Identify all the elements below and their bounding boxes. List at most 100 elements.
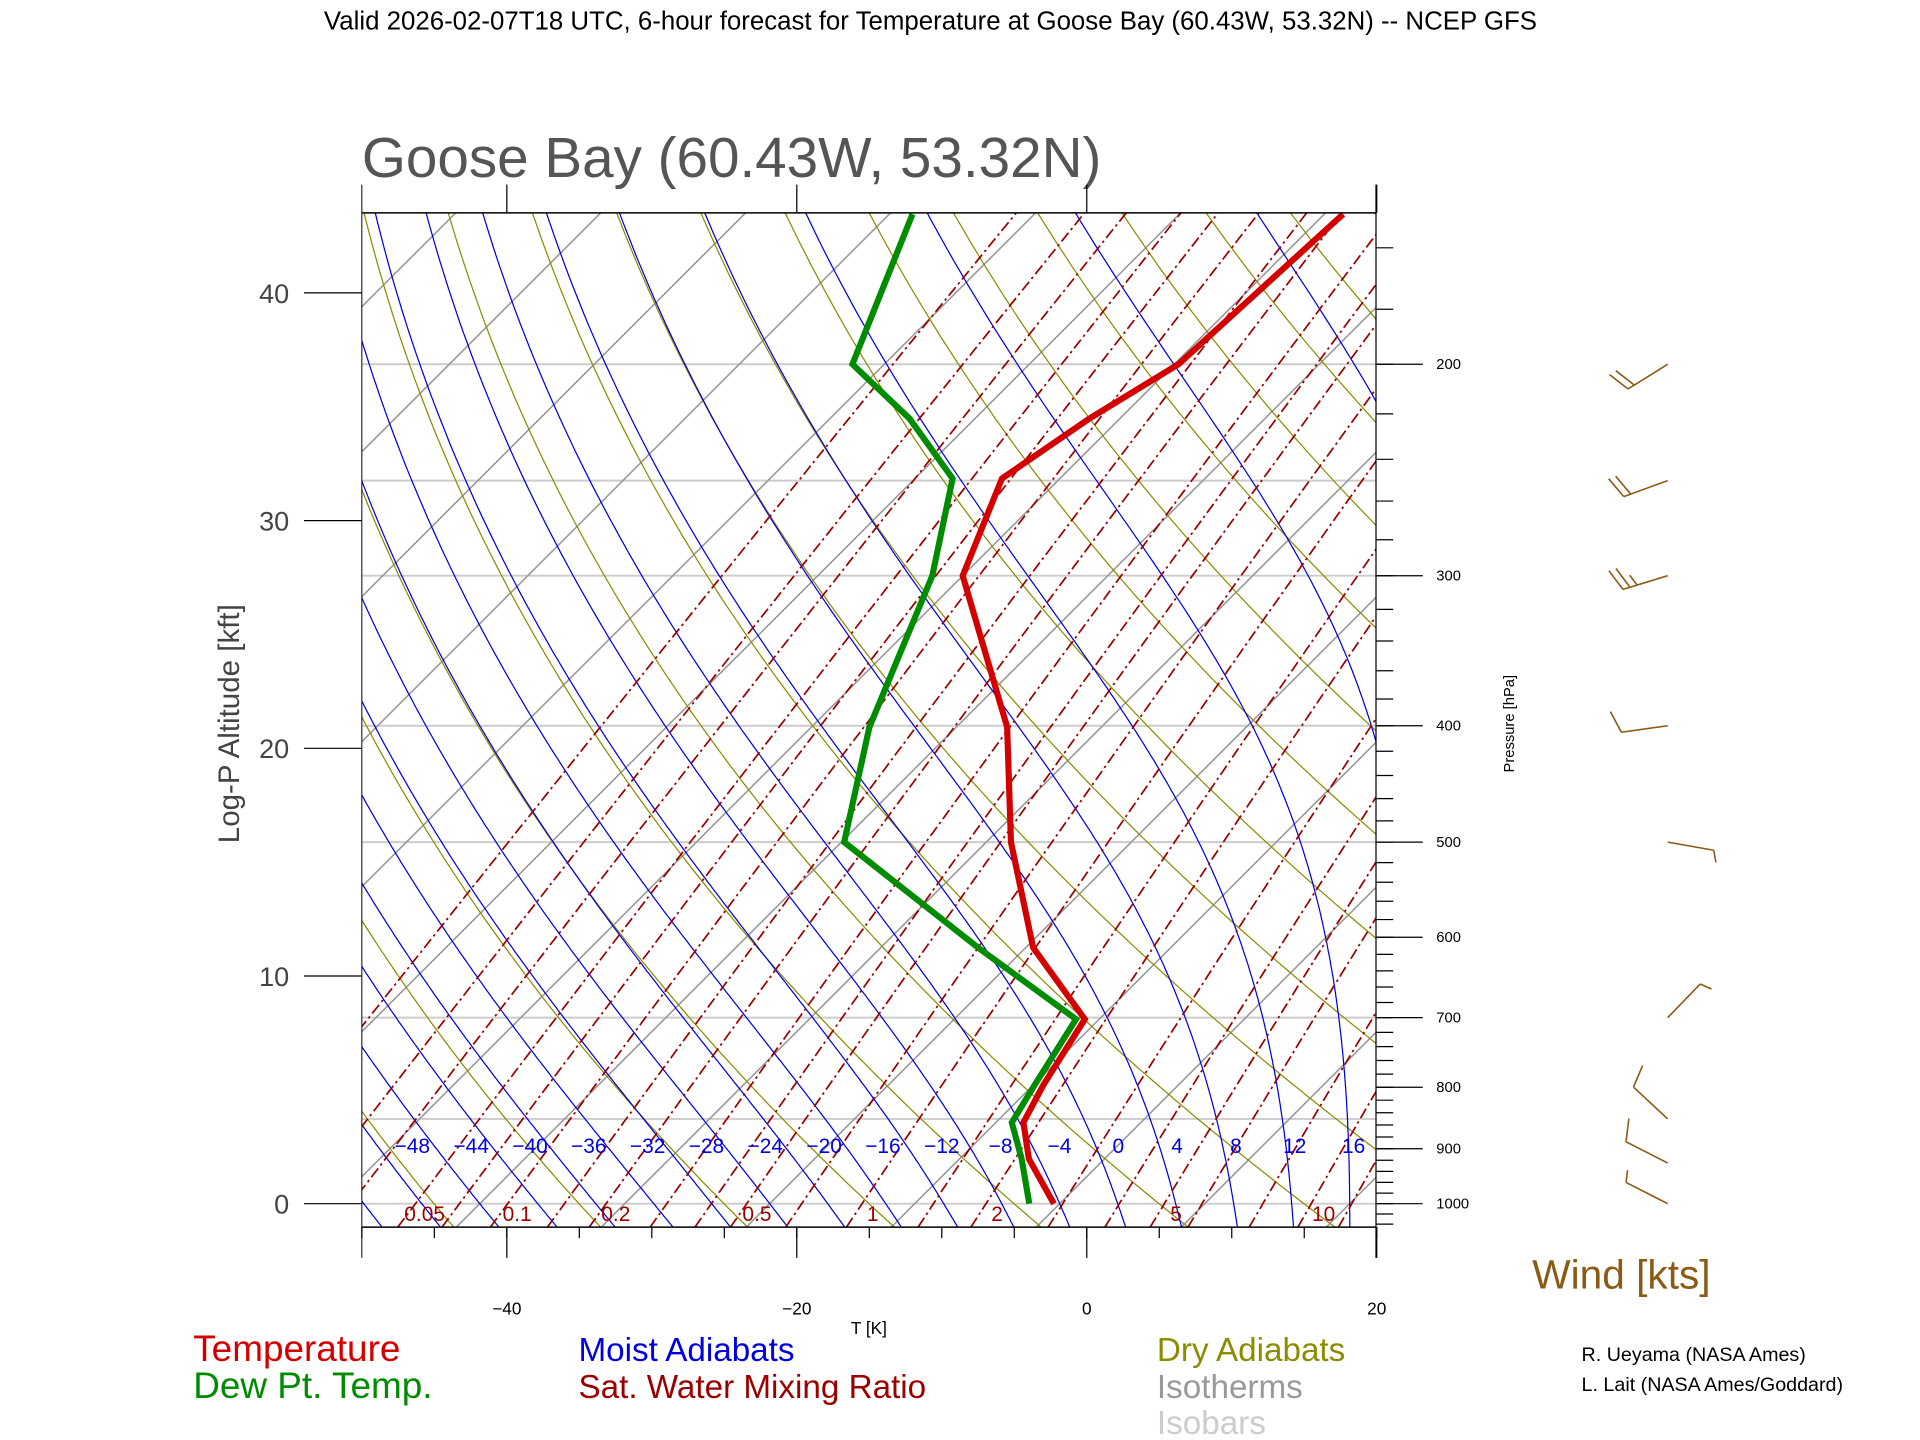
dry-adiabat-line	[447, 212, 1189, 1228]
mixing-ratio-line	[441, 212, 1220, 1228]
pressure-tick-label: 200	[1436, 357, 1461, 373]
mixing-ratio-labels: 0.05 0.1 0.2 0.5 1 2 5 10	[404, 1203, 1335, 1226]
moist-adiabat-line	[361, 1200, 383, 1228]
dry-adiabat-line	[868, 212, 1376, 836]
wind-barb-half	[1699, 983, 1712, 990]
isotherm-line	[361, 212, 1037, 888]
wind-barb	[1608, 475, 1668, 498]
isotherm-line	[0, 213, 311, 1227]
moist-adiabat-line	[361, 596, 789, 1228]
legend: Temperature Dew Pt. Temp. Moist Adiabats…	[193, 1328, 1345, 1440]
wind-barb-staff	[1632, 1086, 1669, 1120]
mixing-ratio-label: 0.5	[742, 1203, 771, 1226]
mixing-ratio-line	[649, 233, 1376, 1228]
x-tick-label: 0	[1082, 1298, 1092, 1318]
mixing-ratio-line	[785, 387, 1376, 1228]
moist-adiabat-line	[361, 479, 846, 1228]
wind-barb-staff	[1621, 724, 1668, 734]
wind-barb-full	[1625, 1118, 1630, 1142]
moist-adiabat-label: −28	[689, 1135, 724, 1158]
wind-barb-full	[1609, 711, 1623, 733]
mixing-ratio-line	[694, 283, 1376, 1228]
altitude-tick-label: 10	[259, 961, 289, 992]
wind-barb-full	[1608, 570, 1624, 590]
moist-adiabat-line	[0, 193, 148, 1228]
moist-adiabat-line	[0, 193, 324, 1228]
mixing-ratio-line	[361, 212, 1086, 1128]
pressure-tick-label: 300	[1436, 569, 1461, 585]
mixing-ratio-line	[1104, 795, 1376, 1228]
temperature-profile-line	[959, 212, 1346, 1206]
moist-adiabat-line	[361, 881, 616, 1228]
isotherm-line	[1180, 1031, 1376, 1228]
moist-adiabat-label: 12	[1283, 1135, 1306, 1158]
moist-adiabat-line	[482, 212, 1071, 1228]
moist-adiabat-label: −20	[806, 1135, 841, 1158]
dry-adiabat-line	[1601, 185, 1920, 1227]
dry-adiabat-line	[952, 212, 1376, 732]
isotherm-line	[1035, 886, 1376, 1228]
moist-adiabat-line	[361, 965, 558, 1228]
moist-adiabat-line	[0, 193, 207, 1228]
mixing-ratio-line	[489, 212, 1260, 1228]
moist-adiabat-line	[361, 699, 732, 1228]
pressure-tick-label: 500	[1436, 835, 1461, 851]
legend-temperature: Temperature	[193, 1328, 400, 1369]
mixing-ratio-line	[361, 212, 1128, 1192]
moist-adiabat-line	[361, 338, 902, 1228]
moist-adiabat-line	[618, 212, 1183, 1228]
dry-adiabat-line	[784, 212, 1376, 940]
wind-barb	[1609, 711, 1668, 734]
dry-adiabat-line	[700, 212, 1376, 1045]
moist-adiabat-label: −40	[512, 1135, 547, 1158]
mixing-ratio-line	[397, 212, 1182, 1228]
wind-barb	[1667, 983, 1712, 1019]
credit-line-2: L. Lait (NASA Ames/Goddard)	[1582, 1374, 1844, 1396]
wind-barb-half	[1712, 850, 1717, 863]
moist-adiabat-label: 16	[1342, 1135, 1365, 1158]
mixing-ratio-line	[588, 212, 1343, 1228]
isotherm-line	[1616, 213, 1920, 1227]
wind-barb-half	[1625, 1170, 1629, 1183]
dewpoint-profile-line	[840, 213, 1081, 1205]
moist-adiabat-label: 0	[1112, 1135, 1124, 1158]
wind-barb-full	[1632, 1065, 1644, 1088]
pressure-axis-ticks: 1000 900 800 700 600 500 400 300 200	[1376, 247, 1469, 1225]
mixing-ratio-label: 1	[867, 1203, 879, 1226]
wind-barb-full	[1615, 475, 1632, 495]
isotherm-line	[0, 213, 166, 1227]
moist-adiabat-label: −12	[924, 1135, 959, 1158]
moist-adiabat-label: −16	[865, 1135, 900, 1158]
altitude-axis-ticks: 0 10 20 30 40	[259, 278, 362, 1220]
pressure-tick-label: 900	[1436, 1142, 1461, 1158]
dry-adiabat-line	[0, 185, 160, 1227]
wind-barb-staff	[1667, 983, 1701, 1019]
dry-adiabat-line	[1850, 185, 1920, 1227]
legend-moist-adiabats: Moist Adiabats	[578, 1332, 794, 1369]
x-tick-label: −20	[782, 1298, 811, 1318]
moist-adiabat-line	[805, 212, 1295, 1228]
wind-barbs	[1608, 363, 1717, 1205]
isotherm-line	[361, 212, 892, 743]
moist-adiabat-line	[704, 212, 1239, 1228]
altitude-tick-label: 0	[274, 1189, 289, 1220]
moist-adiabat-label: −24	[748, 1135, 784, 1158]
moist-adiabat-label: 4	[1171, 1135, 1183, 1158]
pressure-tick-label: 800	[1436, 1080, 1461, 1096]
wind-barb	[1608, 568, 1668, 591]
dry-adiabat-line	[361, 919, 602, 1228]
dry-adiabat-line	[363, 212, 1042, 1228]
wind-barb-full	[1615, 568, 1631, 588]
legend-isobars: Isobars	[1157, 1405, 1266, 1440]
altitude-tick-label: 20	[259, 733, 289, 764]
moist-adiabat-label: −32	[630, 1135, 665, 1158]
moist-adiabat-line	[926, 212, 1351, 1228]
mixing-ratio-label: 2	[991, 1203, 1003, 1226]
credit-line-1: R. Ueyama (NASA Ames)	[1582, 1344, 1806, 1366]
dry-adiabat-line	[1036, 212, 1376, 629]
isotherm-line	[455, 306, 1376, 1228]
mixing-ratio-label: 5	[1170, 1203, 1182, 1226]
mixing-ratio-line	[970, 614, 1376, 1228]
chart-title: Goose Bay (60.43W, 53.32N)	[362, 126, 1101, 189]
